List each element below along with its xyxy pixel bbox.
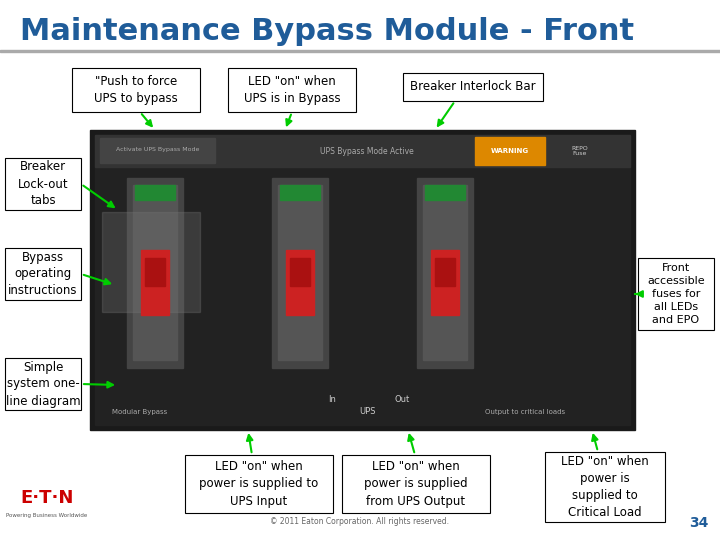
- Bar: [272, 178, 328, 368]
- Text: LED "on" when
power is supplied to
UPS Input: LED "on" when power is supplied to UPS I…: [199, 461, 319, 508]
- Bar: [425, 185, 465, 200]
- Bar: [417, 178, 473, 368]
- Bar: [135, 185, 175, 200]
- Bar: [228, 68, 356, 112]
- Bar: [100, 138, 215, 163]
- Bar: [185, 455, 333, 513]
- Text: Activate UPS Bypass Mode: Activate UPS Bypass Mode: [117, 147, 199, 152]
- Text: LED "on" when
power is
supplied to
Critical Load: LED "on" when power is supplied to Criti…: [561, 455, 649, 519]
- Bar: [145, 258, 165, 286]
- Text: LED "on" when
power is supplied
from UPS Output: LED "on" when power is supplied from UPS…: [364, 461, 468, 508]
- Text: © 2011 Eaton Corporation. All rights reserved.: © 2011 Eaton Corporation. All rights res…: [271, 517, 449, 526]
- Text: Out: Out: [395, 395, 410, 404]
- Text: "Push to force
UPS to bypass: "Push to force UPS to bypass: [94, 75, 178, 105]
- Bar: [5, 158, 81, 210]
- Text: Mains Input: Mains Input: [165, 146, 210, 156]
- Bar: [423, 185, 467, 360]
- Bar: [638, 258, 714, 330]
- Bar: [431, 250, 459, 315]
- Bar: [133, 185, 177, 360]
- Bar: [280, 185, 320, 200]
- Text: LED "on" when
UPS is in Bypass: LED "on" when UPS is in Bypass: [243, 75, 341, 105]
- Bar: [102, 212, 200, 312]
- Text: Maintenance Bypass Module - Front: Maintenance Bypass Module - Front: [20, 17, 634, 46]
- Bar: [5, 248, 81, 300]
- Text: REPO
Fuse: REPO Fuse: [572, 146, 588, 157]
- Bar: [342, 455, 490, 513]
- Text: In: In: [328, 395, 336, 404]
- Bar: [435, 258, 455, 286]
- Text: Breaker Interlock Bar: Breaker Interlock Bar: [410, 80, 536, 93]
- Text: Bypass
operating
instructions: Bypass operating instructions: [8, 251, 78, 298]
- Text: Breaker
Lock-out
tabs: Breaker Lock-out tabs: [18, 160, 68, 207]
- Bar: [5, 358, 81, 410]
- Bar: [95, 135, 630, 167]
- Bar: [95, 135, 630, 425]
- Bar: [127, 178, 183, 368]
- Bar: [286, 250, 314, 315]
- Bar: [545, 452, 665, 522]
- Bar: [72, 68, 200, 112]
- Text: Front
accessible
fuses for
all LEDs
and EPO: Front accessible fuses for all LEDs and …: [647, 262, 705, 326]
- Bar: [8, 478, 86, 530]
- Text: Output to critical loads: Output to critical loads: [485, 409, 565, 415]
- Bar: [0, 50, 720, 52]
- Bar: [90, 130, 635, 430]
- Text: WARNING: WARNING: [491, 148, 529, 154]
- Text: 34: 34: [688, 516, 708, 530]
- Bar: [475, 137, 545, 165]
- Bar: [290, 258, 310, 286]
- Text: UPS Bypass Mode Active: UPS Bypass Mode Active: [320, 146, 414, 156]
- Bar: [278, 185, 322, 360]
- Text: Powering Business Worldwide: Powering Business Worldwide: [6, 514, 88, 518]
- Bar: [403, 73, 543, 101]
- Text: E·T·N: E·T·N: [20, 489, 73, 507]
- Bar: [141, 250, 169, 315]
- Text: Modular Bypass: Modular Bypass: [112, 409, 168, 415]
- Text: UPS: UPS: [360, 408, 377, 416]
- Text: Simple
system one-
line diagram: Simple system one- line diagram: [6, 361, 81, 408]
